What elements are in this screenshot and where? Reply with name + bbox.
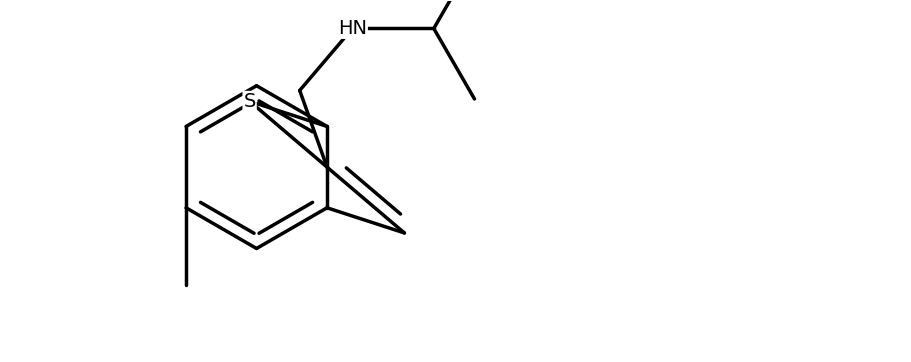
- Text: S: S: [243, 92, 255, 111]
- Text: HN: HN: [338, 19, 366, 38]
